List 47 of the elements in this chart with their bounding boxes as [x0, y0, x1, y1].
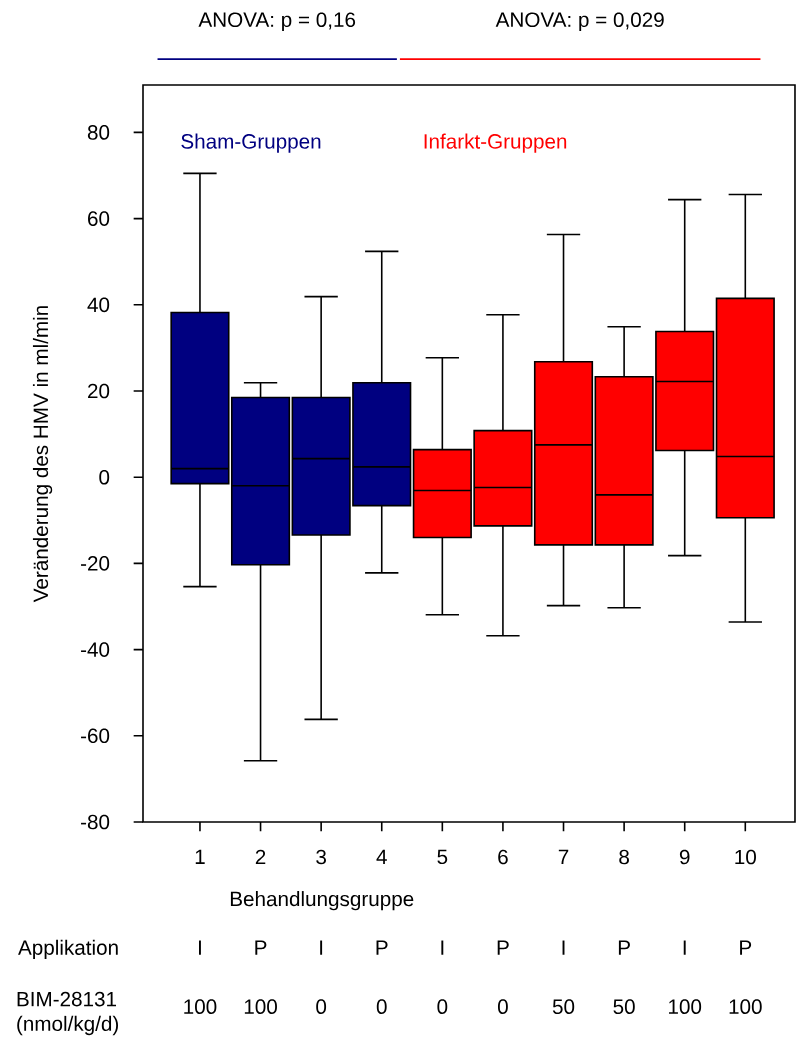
- annotation: Infarkt-Gruppen: [424, 133, 567, 153]
- text: BIM-28131 (nmol/kg/d): [17, 991, 119, 1036]
- y-tick-label: 60: [88, 211, 110, 226]
- text: 0: [497, 999, 508, 1014]
- y-tick-label: -80: [81, 814, 110, 830]
- text: 100: [669, 999, 702, 1014]
- text: 50: [552, 999, 575, 1014]
- text: 100: [729, 999, 762, 1014]
- x-tick-label: 3: [316, 849, 326, 865]
- text: 0: [316, 999, 327, 1014]
- text: Applikation: [18, 939, 118, 960]
- text: P: [740, 940, 752, 955]
- x-tick-label: 9: [679, 849, 690, 865]
- y-tick-label: 0: [99, 469, 110, 485]
- y-tick-label: -20: [81, 556, 110, 571]
- y-tick-label: 80: [87, 125, 110, 140]
- x-tick-label: 10: [735, 849, 756, 865]
- text: I: [562, 940, 565, 955]
- text: ANOVA: p = 0,16: [198, 12, 356, 32]
- text: I: [683, 940, 686, 955]
- text: 0: [437, 999, 448, 1014]
- annotation: Sham-Gruppen: [181, 133, 321, 153]
- x-tick-label: 8: [619, 849, 629, 865]
- text: 0: [376, 999, 387, 1014]
- text: 50: [613, 999, 635, 1014]
- y-tick-label: -40: [81, 642, 110, 657]
- text: 100: [244, 999, 277, 1014]
- x-tick-label: 5: [437, 849, 448, 865]
- text: I: [198, 940, 201, 955]
- y-tick-label: 40: [87, 297, 110, 313]
- y-tick-label: 20: [88, 383, 110, 399]
- x-tick-label: 2: [255, 849, 266, 865]
- y-tick-label: -60: [81, 728, 110, 744]
- text: P: [497, 940, 509, 955]
- text: 100: [184, 999, 217, 1014]
- text: P: [618, 940, 630, 955]
- x-axis-title: Behandlungsgruppe: [230, 891, 414, 911]
- text: ANOVA: p = 0,029: [495, 12, 664, 32]
- text: P: [255, 940, 267, 955]
- x-tick-label: 1: [195, 849, 205, 864]
- text: P: [376, 940, 388, 955]
- x-tick-label: 4: [376, 849, 387, 864]
- text: I: [441, 940, 444, 955]
- y-axis-title: Veränderung des HMV in ml/min: [32, 306, 53, 603]
- x-tick-label: 7: [558, 849, 569, 864]
- text: I: [320, 940, 323, 955]
- x-tick-label: 6: [498, 849, 508, 865]
